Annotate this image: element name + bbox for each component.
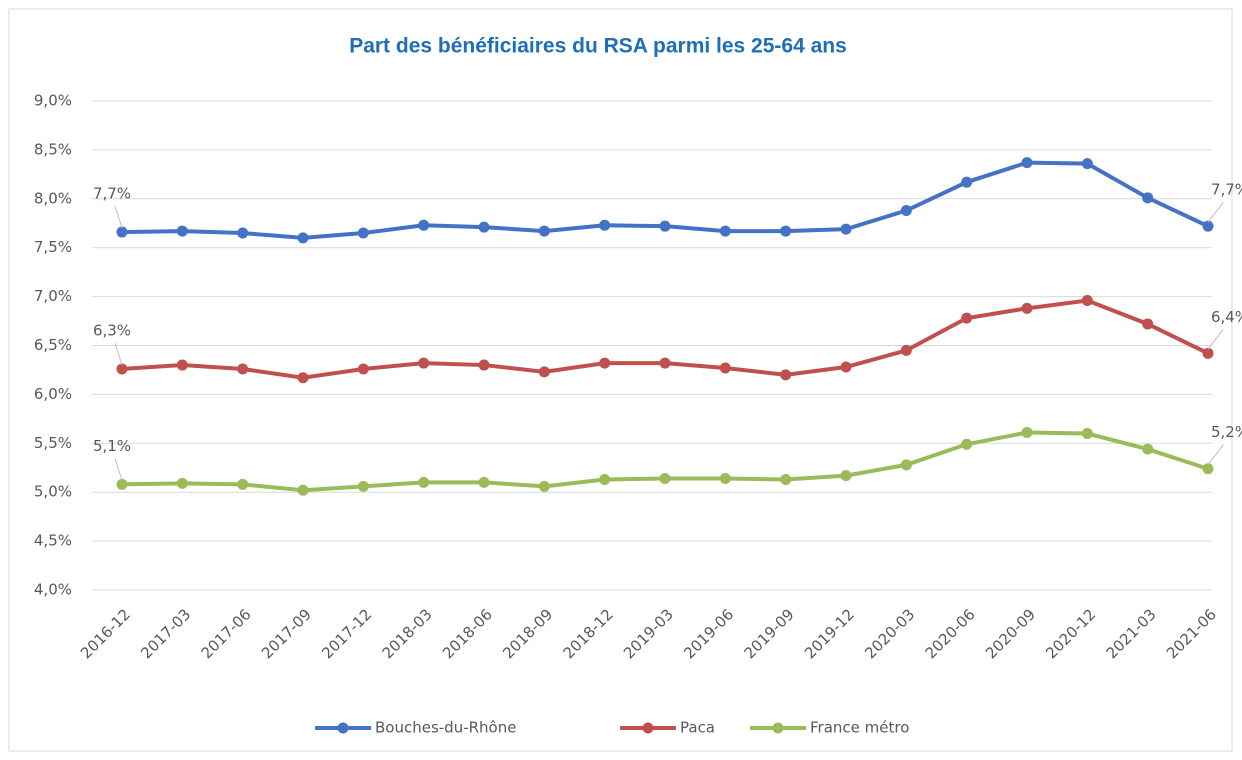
data-point	[840, 223, 852, 235]
data-point	[659, 473, 671, 485]
y-tick-label: 6,5%	[34, 336, 72, 354]
data-point	[1021, 157, 1033, 169]
data-point	[1021, 427, 1033, 439]
data-point	[478, 221, 490, 233]
data-point	[780, 225, 792, 237]
data-point	[659, 357, 671, 369]
data-point	[1142, 443, 1154, 455]
data-point	[719, 225, 731, 237]
y-tick-label: 5,5%	[34, 434, 72, 452]
data-point	[418, 476, 430, 488]
data-point	[599, 357, 611, 369]
y-tick-label: 5,0%	[34, 483, 72, 501]
data-point	[237, 363, 249, 375]
data-point	[659, 220, 671, 232]
y-tick-label: 7,0%	[34, 287, 72, 305]
data-point	[176, 477, 188, 489]
label-leader	[1207, 329, 1224, 350]
legend-marker	[772, 722, 784, 734]
data-point	[961, 438, 973, 450]
data-point	[780, 369, 792, 381]
data-point	[237, 227, 249, 239]
data-point	[1081, 295, 1093, 307]
data-point	[900, 459, 912, 471]
data-point	[961, 312, 973, 324]
data-point	[719, 362, 731, 374]
data-point	[538, 366, 550, 378]
data-point	[116, 478, 128, 490]
data-point	[237, 478, 249, 490]
data-point	[719, 473, 731, 485]
data-point	[116, 363, 128, 375]
data-point	[1081, 428, 1093, 440]
label-leader	[1207, 201, 1224, 223]
data-point	[1021, 302, 1033, 314]
data-point	[357, 480, 369, 492]
legend-marker	[642, 722, 654, 734]
data-point	[961, 176, 973, 188]
label-leader	[114, 342, 123, 366]
data-point	[599, 473, 611, 485]
data-point	[599, 219, 611, 231]
y-tick-label: 6,0%	[34, 385, 72, 403]
data-point	[357, 227, 369, 239]
data-label: 5,2%	[1211, 423, 1242, 441]
data-point	[1142, 318, 1154, 330]
data-point	[900, 344, 912, 356]
y-tick-label: 4,5%	[34, 532, 72, 550]
data-point	[297, 372, 309, 384]
data-point	[478, 359, 490, 371]
data-point	[478, 476, 490, 488]
data-point	[176, 359, 188, 371]
data-point	[1202, 347, 1214, 359]
data-point	[900, 205, 912, 217]
data-point	[116, 226, 128, 238]
legend-marker	[337, 722, 349, 734]
data-point	[418, 219, 430, 231]
y-tick-label: 8,5%	[34, 140, 72, 158]
data-label: 5,1%	[93, 437, 131, 455]
data-point	[418, 357, 430, 369]
data-point	[1081, 158, 1093, 170]
chart-border	[8, 8, 1233, 752]
label-leader	[114, 458, 123, 481]
y-tick-label: 7,5%	[34, 238, 72, 256]
data-point	[538, 480, 550, 492]
legend-label: Paca	[680, 719, 715, 737]
data-point	[840, 361, 852, 373]
legend-label: Bouches-du-Rhône	[375, 719, 516, 737]
data-point	[1142, 192, 1154, 204]
data-point	[357, 363, 369, 375]
y-tick-label: 4,0%	[34, 581, 72, 599]
data-label: 7,7%	[93, 185, 131, 203]
data-point	[297, 484, 309, 496]
legend-label: France métro	[810, 719, 909, 737]
data-point	[840, 470, 852, 482]
y-tick-label: 8,0%	[34, 189, 72, 207]
chart-title: Part des bénéficiaires du RSA parmi les …	[349, 35, 847, 58]
data-point	[297, 232, 309, 244]
data-point	[1202, 463, 1214, 475]
data-label: 6,3%	[93, 321, 131, 339]
data-label: 6,4%	[1211, 308, 1242, 326]
data-point	[780, 473, 792, 485]
label-leader	[1207, 444, 1224, 466]
data-point	[1202, 220, 1214, 232]
data-label: 7,7%	[1211, 181, 1242, 199]
data-point	[176, 225, 188, 237]
data-point	[538, 225, 550, 237]
y-tick-label: 9,0%	[34, 92, 72, 110]
label-leader	[114, 205, 123, 229]
